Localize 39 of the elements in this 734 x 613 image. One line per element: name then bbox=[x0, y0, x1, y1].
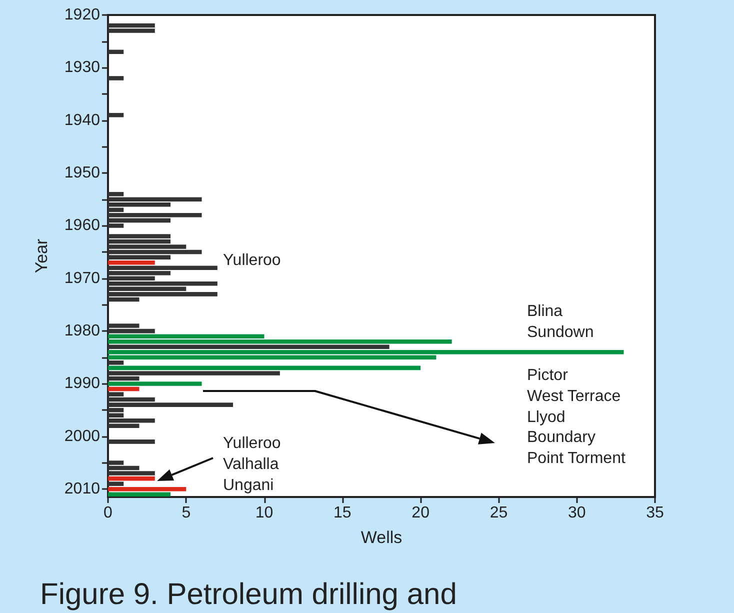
annotation: Yulleroo bbox=[223, 251, 281, 271]
bar bbox=[108, 260, 155, 265]
bar bbox=[108, 360, 124, 365]
x-tick-label: 30 bbox=[568, 504, 586, 522]
bar bbox=[108, 344, 390, 350]
y-tick-label: 1940 bbox=[64, 112, 100, 129]
bar bbox=[108, 440, 155, 444]
bar bbox=[108, 386, 140, 392]
y-tick-label: 2000 bbox=[64, 428, 100, 445]
x-tick-label: 35 bbox=[646, 504, 664, 522]
bar bbox=[108, 76, 124, 80]
bar bbox=[108, 492, 171, 496]
y-tick-label: 1970 bbox=[64, 270, 100, 287]
bar bbox=[108, 382, 202, 386]
caption: Figure 9. Petroleum drilling and bbox=[40, 577, 457, 613]
y-tick-label: 1950 bbox=[64, 164, 100, 182]
y-tick-label: 1930 bbox=[64, 59, 100, 76]
y-tick-label: 2010 bbox=[64, 480, 100, 498]
x-tick-label: 10 bbox=[255, 504, 274, 522]
bar bbox=[108, 50, 124, 54]
annotation: Pictor West Terrace Llyod Boundary Point Torment bbox=[527, 366, 626, 470]
x-axis-title: Wells bbox=[360, 528, 402, 547]
annotation: Blina Sundown bbox=[527, 302, 594, 343]
annotation: Yulleroo Valhalla Ungani bbox=[223, 434, 281, 496]
x-tick-label: 25 bbox=[490, 504, 508, 522]
y-tick-label: 1920 bbox=[64, 6, 100, 24]
x-tick-label: 0 bbox=[104, 504, 113, 522]
x-tick-label: 20 bbox=[412, 504, 430, 522]
x-tick-label: 5 bbox=[182, 504, 191, 522]
bar bbox=[108, 486, 186, 492]
y-tick-label: 1980 bbox=[64, 322, 100, 340]
bar bbox=[108, 482, 124, 486]
bar bbox=[108, 366, 421, 370]
y-tick-label: 1990 bbox=[64, 375, 100, 392]
x-tick-label: 15 bbox=[334, 504, 352, 522]
bar bbox=[108, 476, 155, 481]
y-axis-title: Year bbox=[32, 238, 51, 274]
bar bbox=[108, 112, 124, 118]
y-tick-label: 1960 bbox=[64, 217, 100, 234]
